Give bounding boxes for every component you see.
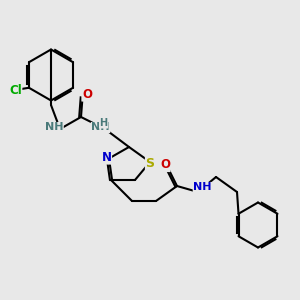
- Text: H: H: [99, 118, 108, 128]
- Text: NH: NH: [91, 122, 110, 133]
- Text: NH: NH: [193, 182, 212, 193]
- Text: O: O: [160, 158, 170, 172]
- Text: O: O: [82, 88, 92, 101]
- Text: N: N: [101, 151, 112, 164]
- Text: Cl: Cl: [9, 84, 22, 97]
- Text: S: S: [146, 157, 154, 170]
- Text: NH: NH: [45, 122, 63, 133]
